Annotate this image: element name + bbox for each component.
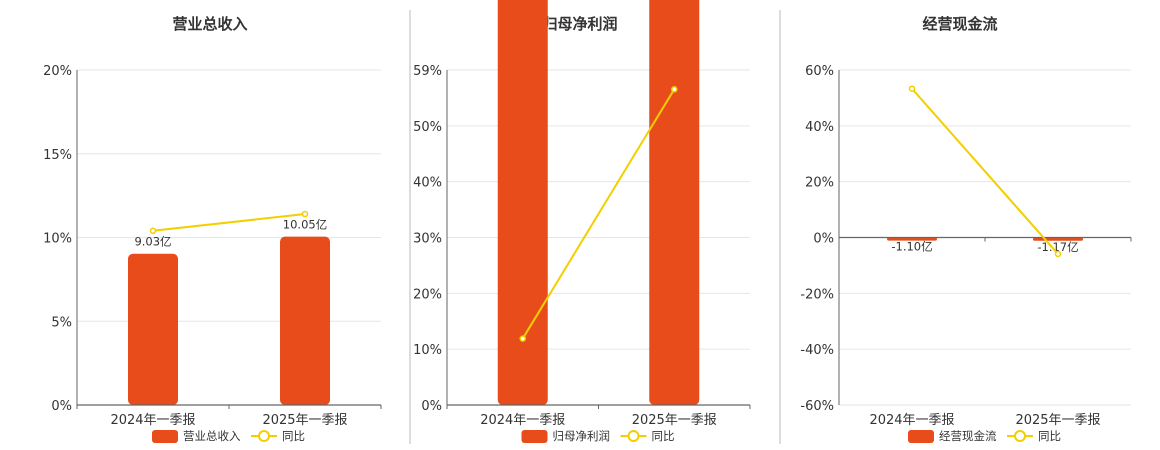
bar xyxy=(128,253,178,405)
bar xyxy=(649,0,700,405)
bar xyxy=(497,0,548,405)
y-tick-label: 0% xyxy=(421,399,442,414)
legend-label-line: 同比 xyxy=(282,429,305,443)
y-tick-label: 30% xyxy=(413,232,442,247)
chart-title: 归母净利润 xyxy=(542,15,617,33)
yoy-line xyxy=(152,213,306,232)
y-tick-label: -40% xyxy=(800,343,834,358)
y-tick-label: 20% xyxy=(43,64,72,79)
yoy-point xyxy=(1054,250,1062,258)
legend-label-line: 同比 xyxy=(1038,429,1061,443)
yoy-point xyxy=(671,86,678,93)
legend-label-bar: 营业总收入 xyxy=(183,429,241,443)
legend-swatch-bar xyxy=(521,430,548,443)
y-tick-label: 20% xyxy=(413,287,442,302)
y-tick-label: 20% xyxy=(805,176,834,191)
legend-swatch-point xyxy=(627,430,640,442)
x-tick-label: 2024年一季报 xyxy=(480,413,565,428)
y-tick-label: -20% xyxy=(800,287,834,302)
y-tick-label: 0% xyxy=(51,399,72,414)
legend-swatch-bar xyxy=(152,430,178,443)
x-tick-label: 2025年一季报 xyxy=(1015,413,1100,428)
legend-label-bar: 归母净利润 xyxy=(553,429,611,443)
bar-data-label: 9.03亿 xyxy=(134,235,171,249)
y-tick-label: 60% xyxy=(805,64,834,79)
y-tick-label: 0% xyxy=(813,232,834,247)
yoy-line xyxy=(521,88,676,340)
bar-data-label: -1.10亿 xyxy=(891,240,932,254)
legend-label-line: 同比 xyxy=(652,429,675,443)
x-tick-label: 2025年一季报 xyxy=(262,413,347,428)
yoy-line xyxy=(911,88,1059,255)
y-tick-label: 40% xyxy=(413,176,442,191)
y-tick-label: 59% xyxy=(413,64,442,79)
bar xyxy=(280,236,330,405)
legend-label-bar: 经营现金流 xyxy=(939,429,997,443)
x-tick-label: 2024年一季报 xyxy=(869,413,954,428)
bar-data-label: 10.05亿 xyxy=(283,218,327,232)
y-tick-label: 15% xyxy=(43,148,72,163)
x-tick-label: 2024年一季报 xyxy=(110,413,195,428)
y-tick-label: 5% xyxy=(51,315,72,330)
yoy-point xyxy=(519,335,526,342)
y-tick-label: -60% xyxy=(800,399,834,414)
chart-title: 经营现金流 xyxy=(922,15,997,33)
yoy-point xyxy=(908,85,916,92)
yoy-point xyxy=(149,227,157,235)
legend-swatch-bar xyxy=(908,430,934,443)
y-tick-label: 10% xyxy=(43,232,72,247)
x-tick-label: 2025年一季报 xyxy=(632,413,717,428)
yoy-point xyxy=(301,210,309,218)
legend-swatch-point xyxy=(1014,430,1026,442)
chart-title: 营业总收入 xyxy=(172,15,247,33)
y-tick-label: 10% xyxy=(413,343,442,358)
bar xyxy=(887,237,937,241)
y-tick-label: 50% xyxy=(413,120,442,135)
legend-swatch-point xyxy=(258,430,270,442)
y-tick-label: 40% xyxy=(805,120,834,135)
